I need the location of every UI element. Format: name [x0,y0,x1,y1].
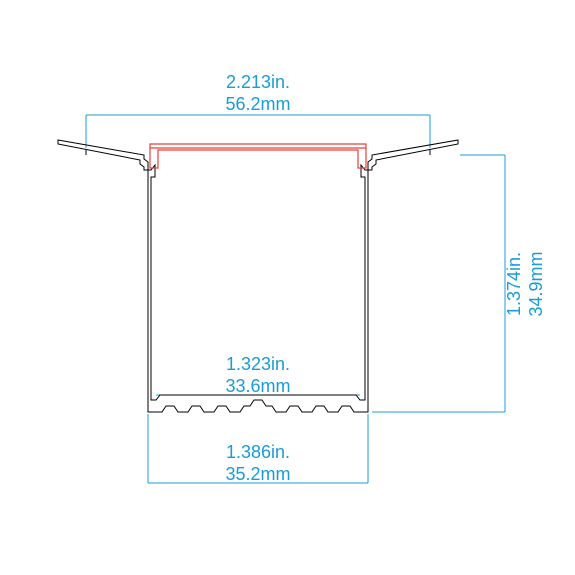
dim-inner-inches: 1.323in. [226,354,290,374]
dim-top-width: 2.213in. 56.2mm [86,72,430,148]
dim-height-inches: 1.374in. [504,252,524,316]
dim-top-mm: 56.2mm [225,94,290,114]
dim-inner-mm: 33.6mm [225,376,290,396]
dim-outer-inches: 1.386in. [226,442,290,462]
profile-drawing: 2.213in. 56.2mm 1.374in. 34.9mm 1.323in.… [0,0,575,575]
diffuser-cover [150,144,366,168]
dim-top-inches: 2.213in. [226,72,290,92]
dim-outer-mm: 35.2mm [225,464,290,484]
dim-height-mm: 34.9mm [526,251,546,316]
dim-outer-bottom-width: 1.386in. 35.2mm [148,414,368,484]
dim-inner-width: 1.323in. 33.6mm [156,354,360,396]
dim-height: 1.374in. 34.9mm [372,155,546,412]
